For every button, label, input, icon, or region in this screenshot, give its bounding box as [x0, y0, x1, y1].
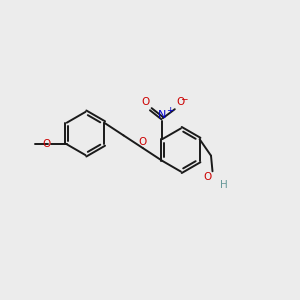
Text: −: −	[181, 94, 188, 103]
Text: O: O	[139, 136, 147, 147]
Text: O: O	[203, 172, 211, 182]
Text: H: H	[220, 180, 228, 190]
Text: +: +	[167, 106, 174, 115]
Text: O: O	[43, 139, 51, 149]
Text: O: O	[176, 98, 184, 107]
Text: O: O	[141, 98, 150, 107]
Text: N: N	[158, 110, 166, 120]
